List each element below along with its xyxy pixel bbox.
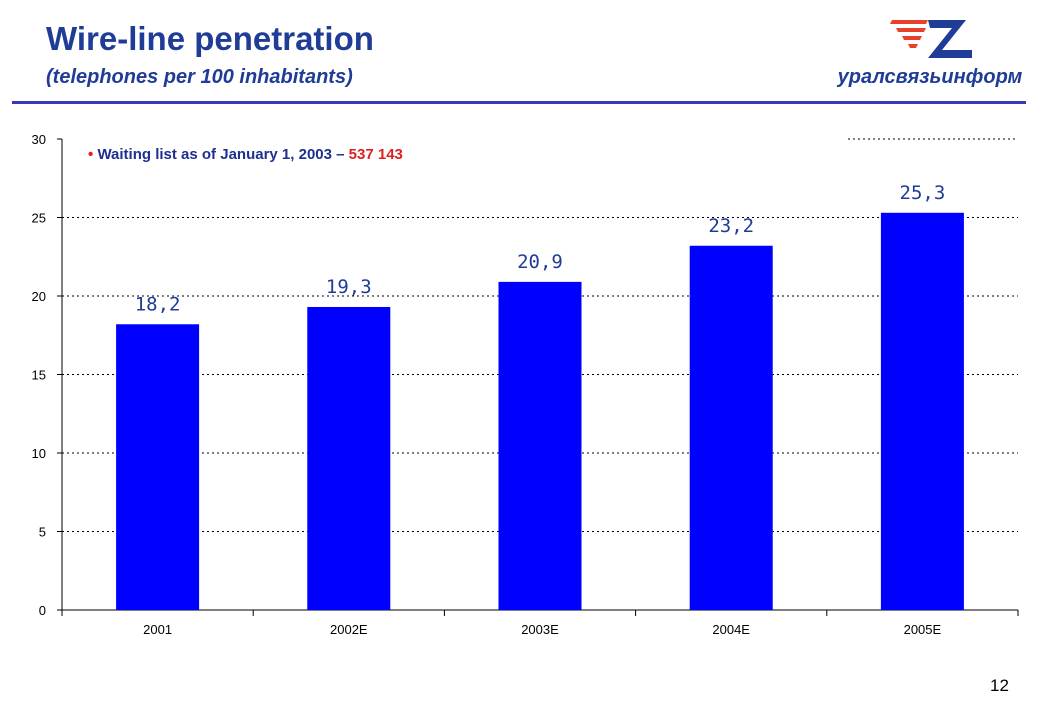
y-tick-label: 25: [32, 211, 46, 226]
x-tick-label: 2001: [143, 622, 172, 637]
x-tick-label: 2005E: [904, 622, 942, 637]
bar: [498, 281, 582, 610]
note-bullet: •: [88, 146, 94, 163]
y-tick-label: 15: [32, 368, 46, 383]
note-text: Waiting list as of January 1, 2003 –: [97, 146, 349, 163]
y-tick-label: 10: [32, 446, 46, 461]
page-subtitle: (telephones per 100 inhabitants): [46, 66, 353, 88]
bar-chart: 0 5 10 15 20 25 30 18,2 2001 19,3 2002E 20,9 2003E 23…: [32, 132, 1019, 637]
bar: [689, 245, 773, 610]
header-divider: [12, 101, 1026, 104]
page-title: Wire-line penetration: [46, 20, 374, 57]
data-label: 18,2: [135, 293, 181, 315]
y-tick-label: 5: [39, 525, 46, 540]
logo-wordmark: уралсвязьинформ: [837, 66, 1023, 88]
company-logo: уралсвязьинформ: [832, 16, 1028, 94]
x-tick-label: 2004E: [712, 622, 750, 637]
y-tick-label: 30: [32, 132, 46, 147]
data-label: 25,3: [900, 182, 946, 204]
x-tick-label: 2003E: [521, 622, 559, 637]
data-label: 20,9: [517, 251, 563, 273]
note-number: 537 143: [348, 146, 403, 163]
data-label: 23,2: [708, 215, 754, 237]
bar: [880, 212, 964, 610]
y-tick-label: 0: [39, 603, 46, 618]
bar: [116, 324, 200, 610]
bar: [307, 306, 391, 610]
data-label: 19,3: [326, 276, 372, 298]
waiting-list-note: • Waiting list as of January 1, 2003 – 5…: [88, 146, 403, 163]
y-tick-label: 20: [32, 289, 46, 304]
page-number: 12: [990, 676, 1009, 695]
logo-mark-icon: [890, 20, 972, 58]
x-tick-label: 2002E: [330, 622, 368, 637]
